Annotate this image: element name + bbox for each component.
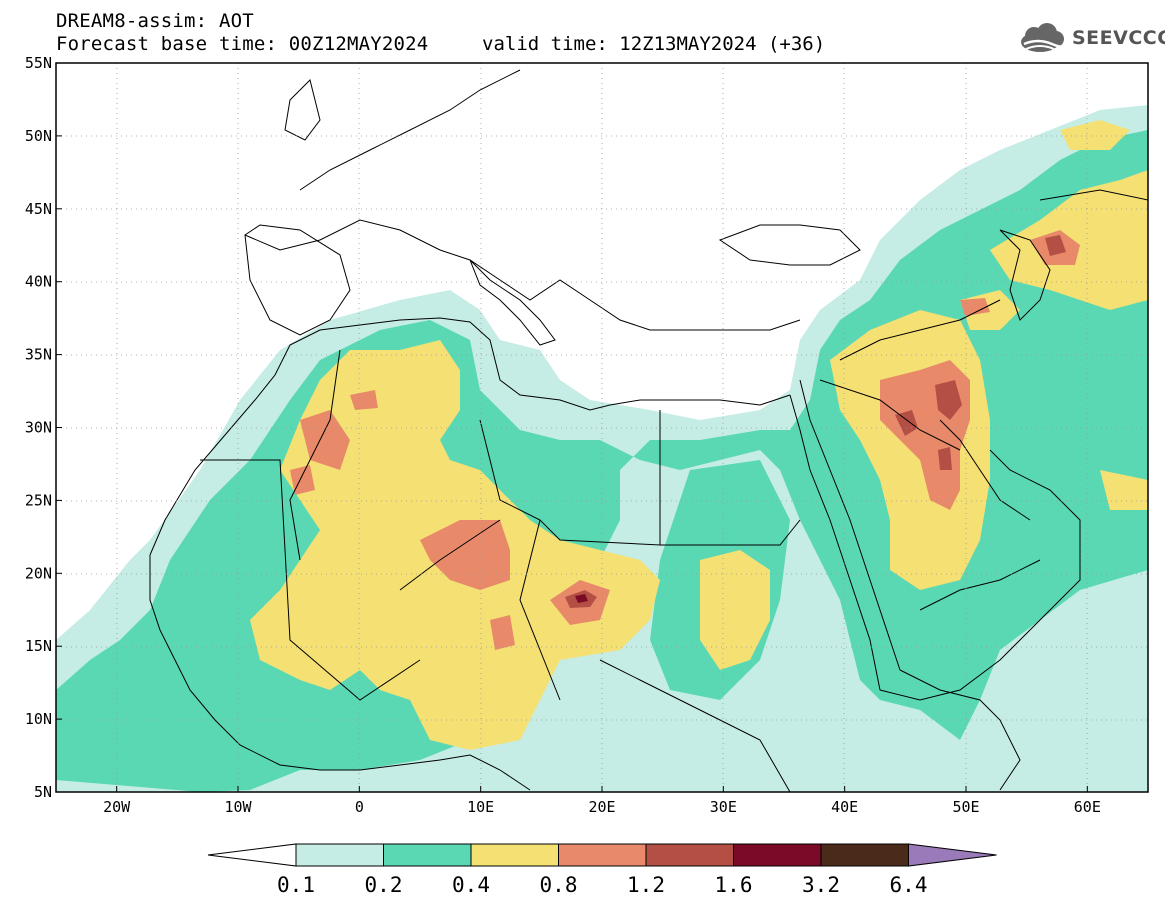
lon-tick-label: 30E — [710, 798, 737, 816]
lon-tick-label: 10E — [467, 798, 494, 816]
lat-tick-label: 10N — [25, 710, 52, 728]
logo-text: SEEVCCC — [1072, 27, 1165, 49]
lon-tick-label: 0 — [355, 798, 364, 816]
colorbar-label: 0.4 — [452, 873, 490, 897]
lat-tick-label: 5N — [34, 783, 52, 801]
lat-tick-label: 25N — [25, 491, 52, 509]
lat-tick-label: 45N — [25, 200, 52, 218]
colorbar-swatch — [383, 843, 472, 867]
lat-tick-label: 20N — [25, 564, 52, 582]
lon-tick-label: 60E — [1074, 798, 1101, 816]
colorbar-label: 6.4 — [890, 873, 928, 897]
colorbar-swatch — [295, 843, 384, 867]
colorbar-swatch — [820, 843, 909, 867]
lat-tick-label: 30N — [25, 419, 52, 437]
lat-tick-label: 15N — [25, 637, 52, 655]
colorbar: 0.1 0.2 0.4 0.8 1.2 1.6 3.2 6.4 — [207, 843, 997, 897]
lat-tick-label: 50N — [25, 127, 52, 145]
valid-time: valid time: 12Z13MAY2024 (+36) — [482, 33, 826, 55]
map-title: DREAM8-assim: AOT — [56, 10, 254, 32]
colorbar-label: 1.2 — [627, 873, 665, 897]
lon-axis: 20W 10W 0 10E 20E 30E 40E 50E 60E — [103, 786, 1101, 816]
colorbar-over-triangle — [908, 843, 997, 867]
lat-tick-label: 40N — [25, 273, 52, 291]
colorbar-swatch — [558, 843, 647, 867]
aot-level-1.2 — [565, 235, 1066, 608]
lon-tick-label: 50E — [952, 798, 979, 816]
colorbar-swatch — [470, 843, 559, 867]
cloud-icon — [1021, 23, 1070, 52]
lon-tick-label: 10W — [224, 798, 252, 816]
lon-tick-label: 20W — [103, 798, 131, 816]
aot-level-1.6 — [575, 594, 588, 603]
colorbar-swatch — [733, 843, 822, 867]
lat-tick-label: 55N — [25, 54, 52, 72]
lon-tick-label: 40E — [831, 798, 858, 816]
colorbar-under-triangle — [207, 843, 297, 867]
gridlines — [56, 63, 1148, 792]
colorbar-label: 1.6 — [715, 873, 753, 897]
coastlines — [149, 69, 1148, 792]
colorbar-label: 0.8 — [540, 873, 578, 897]
lon-tick-label: 20E — [588, 798, 615, 816]
colorbar-swatch — [645, 843, 734, 867]
colorbar-label: 0.2 — [365, 873, 403, 897]
colorbar-label: 3.2 — [802, 873, 840, 897]
colorbar-label: 0.1 — [277, 873, 315, 897]
forecast-base-time: Forecast base time: 00Z12MAY2024 — [56, 33, 429, 55]
lat-tick-label: 35N — [25, 346, 52, 364]
lat-axis: 55N 50N 45N 40N 35N 30N 25N 20N 15N 10N 5N — [25, 54, 62, 801]
